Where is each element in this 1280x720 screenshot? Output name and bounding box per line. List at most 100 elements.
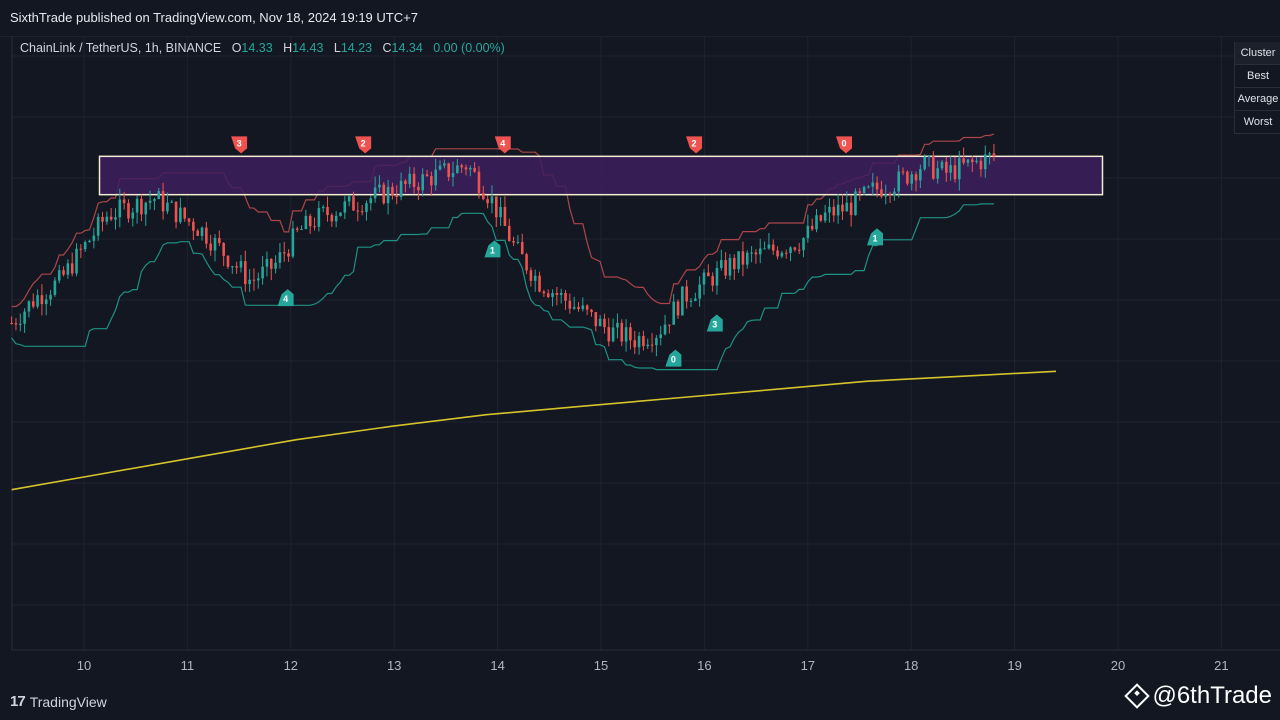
candle-body: [269, 258, 273, 269]
tradingview-logo[interactable]: 17 TradingView: [10, 693, 107, 710]
x-tick-label: 16: [697, 658, 711, 673]
candle-body: [533, 275, 537, 281]
candle-body: [763, 248, 766, 250]
candle-body: [321, 206, 325, 209]
author-handle-text: @6thTrade: [1152, 682, 1272, 709]
candle-body: [339, 212, 342, 216]
candle-body: [287, 253, 290, 257]
candle-body: [486, 199, 489, 204]
candle-body: [304, 215, 308, 229]
candle-body: [391, 186, 394, 196]
moving-average-line: [11, 370, 1057, 491]
candle-body: [875, 182, 879, 190]
candle-body: [300, 228, 303, 230]
candle-body: [936, 168, 939, 179]
candle-body: [603, 318, 606, 328]
candlesticks: [10, 144, 996, 357]
buy-marker-shape: [706, 314, 723, 332]
candle-body: [815, 215, 818, 230]
cluster-table: Cluster Best Average Worst: [1234, 42, 1280, 134]
signal-label: 0: [671, 355, 676, 365]
candle-body: [970, 159, 974, 162]
candle-body: [261, 266, 264, 279]
candle-body: [745, 252, 749, 265]
candle-body: [75, 248, 78, 274]
candle-body: [118, 199, 122, 218]
candle-body: [681, 286, 684, 316]
candle-body: [932, 156, 935, 179]
candle-body: [724, 260, 727, 276]
candle-body: [92, 235, 96, 241]
candle-body: [179, 207, 182, 223]
candle-body: [832, 206, 836, 216]
candle-body: [784, 252, 788, 254]
candle-body: [966, 159, 970, 163]
candle-body: [365, 203, 368, 213]
high-label: H: [283, 41, 293, 55]
candle-body: [23, 311, 26, 324]
candle-body: [248, 279, 251, 285]
sell-signal-marker: 0: [835, 136, 852, 154]
signal-label: 4: [500, 138, 505, 148]
candle-body: [447, 163, 450, 177]
candle-body: [516, 241, 520, 243]
high-value: 14.43: [292, 41, 324, 55]
candle-body: [352, 196, 355, 211]
candle-body: [40, 295, 44, 305]
candle-body: [585, 305, 589, 310]
signal-label: 1: [873, 233, 878, 243]
x-tick-label: 15: [594, 658, 608, 673]
candle-body: [417, 186, 420, 191]
x-tick-label: 17: [801, 658, 815, 673]
candle-body: [975, 160, 978, 162]
candle-body: [231, 266, 234, 268]
candle-body: [135, 198, 139, 213]
candle-body: [14, 323, 18, 325]
candle-body: [244, 261, 247, 285]
moving-average-path: [11, 370, 1057, 491]
resistance-zone: [98, 155, 1104, 196]
signal-label: 2: [361, 138, 366, 148]
candle-body: [360, 211, 364, 213]
candle-body: [607, 327, 611, 342]
candle-body: [507, 225, 511, 241]
candle-body: [512, 240, 515, 243]
close-value: 14.34: [391, 41, 423, 55]
candle-body: [382, 184, 386, 204]
candle-body: [901, 171, 905, 173]
x-tick-label: 18: [904, 658, 918, 673]
cluster-best: Best: [1235, 65, 1280, 88]
signal-label: 4: [283, 294, 288, 304]
close-label: C: [382, 41, 392, 55]
buy-signal-marker: 4: [277, 289, 294, 307]
change-value: 0.00 (0.00%): [433, 41, 505, 55]
candle-body: [317, 208, 321, 227]
chart-grid: [11, 36, 1280, 650]
candle-body: [57, 270, 61, 281]
candle-body: [18, 323, 22, 325]
candle-body: [633, 340, 637, 348]
signal-label: 1: [490, 245, 495, 255]
candle-body: [685, 286, 688, 302]
candle-body: [849, 202, 853, 216]
x-tick-label: 20: [1111, 658, 1125, 673]
candle-body: [499, 206, 502, 218]
candle-body: [646, 344, 650, 347]
candle-body: [148, 200, 152, 203]
symbol-legend: ChainLink / TetherUS, 1h, BINANCE O14.33…: [20, 41, 505, 55]
low-label: L: [333, 41, 341, 55]
candle-body: [919, 169, 922, 181]
signal-label: 3: [712, 320, 717, 330]
candle-body: [611, 327, 615, 342]
candle-body: [810, 225, 814, 230]
sell-signal-marker: 2: [355, 136, 372, 154]
candle-body: [819, 215, 823, 221]
candle-body: [802, 238, 805, 251]
candle-body: [282, 252, 286, 254]
sell-marker-shape: [231, 136, 248, 154]
candle-body: [858, 191, 862, 193]
candle-body: [36, 295, 39, 307]
candle-body: [750, 252, 753, 254]
candle-body: [62, 270, 65, 275]
